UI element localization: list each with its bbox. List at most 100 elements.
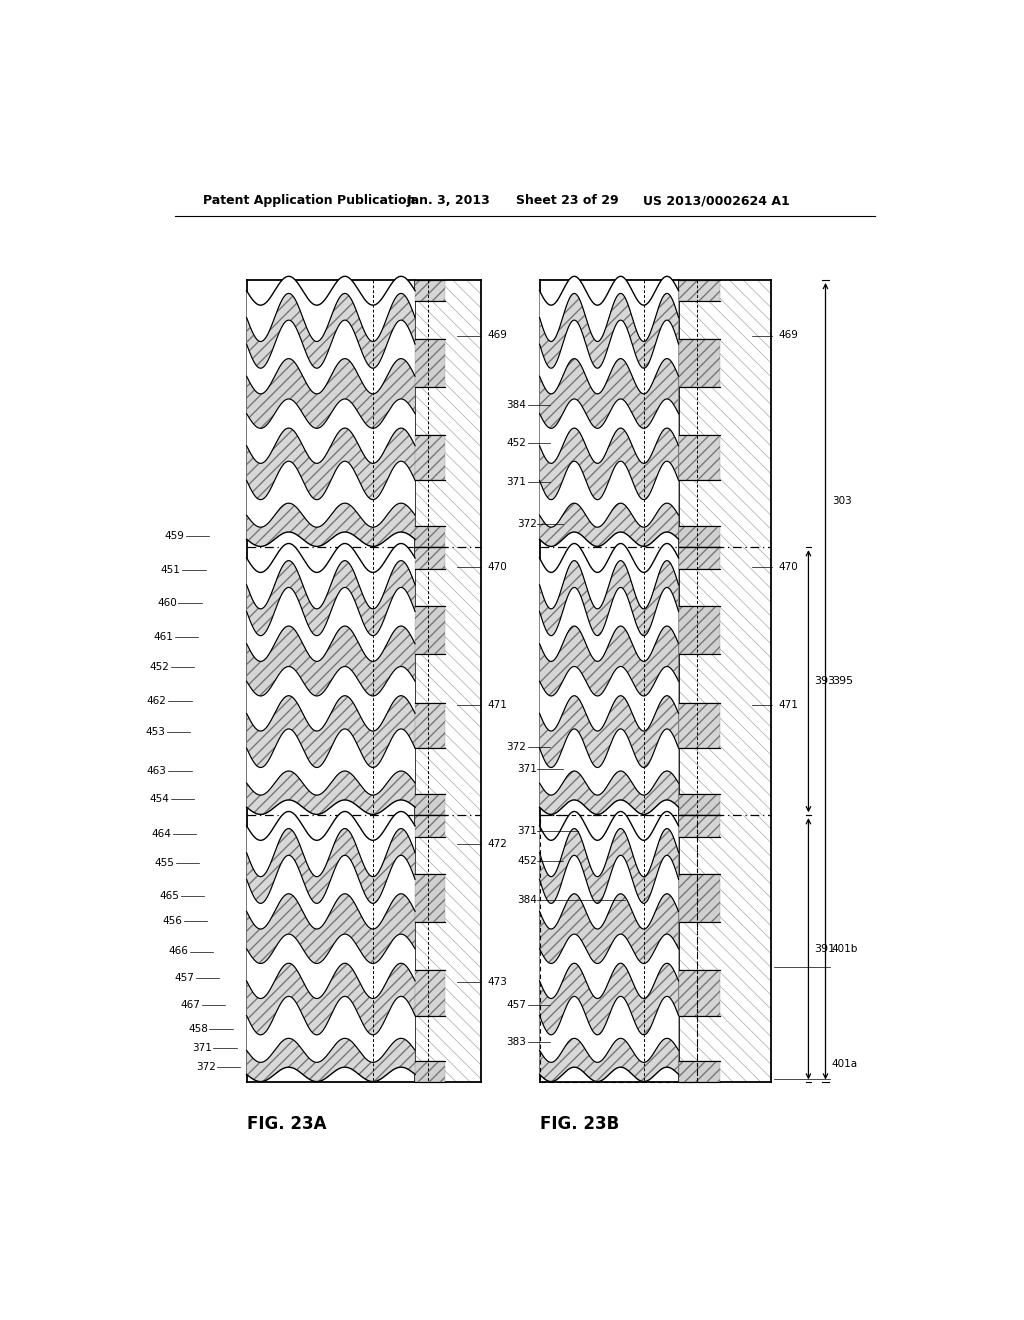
Text: 469: 469 <box>487 330 508 341</box>
Polygon shape <box>247 399 415 463</box>
Text: 372: 372 <box>517 519 538 529</box>
Polygon shape <box>247 587 415 661</box>
Bar <box>679 874 720 923</box>
Bar <box>679 702 720 748</box>
Polygon shape <box>540 359 679 429</box>
Polygon shape <box>540 696 679 767</box>
Bar <box>415 970 444 1015</box>
Bar <box>679 1061 720 1082</box>
Bar <box>415 874 444 923</box>
Text: Jan. 3, 2013: Jan. 3, 2013 <box>407 194 490 207</box>
Polygon shape <box>247 544 415 609</box>
Polygon shape <box>247 1039 415 1081</box>
Text: 473: 473 <box>487 977 508 987</box>
Polygon shape <box>247 428 415 500</box>
Polygon shape <box>540 964 679 1035</box>
Polygon shape <box>247 626 415 696</box>
Text: 457: 457 <box>175 973 195 983</box>
Bar <box>415 339 444 387</box>
Polygon shape <box>540 626 679 696</box>
Text: 461: 461 <box>153 632 173 643</box>
Text: 462: 462 <box>146 696 167 706</box>
Polygon shape <box>540 561 679 636</box>
Text: 401b: 401b <box>831 944 858 954</box>
Text: 395: 395 <box>831 676 853 686</box>
Polygon shape <box>247 276 415 342</box>
Polygon shape <box>247 321 415 393</box>
Text: FIG. 23B: FIG. 23B <box>540 1114 618 1133</box>
Text: 464: 464 <box>152 829 171 840</box>
Polygon shape <box>540 399 679 463</box>
Polygon shape <box>540 771 679 814</box>
Bar <box>679 280 720 301</box>
Polygon shape <box>247 829 415 903</box>
Polygon shape <box>540 729 679 795</box>
Polygon shape <box>247 812 415 876</box>
Polygon shape <box>540 829 679 903</box>
Text: 451: 451 <box>161 565 180 576</box>
Bar <box>679 816 720 837</box>
Polygon shape <box>247 561 415 636</box>
Text: 452: 452 <box>507 438 526 449</box>
Text: 384: 384 <box>507 400 526 409</box>
Bar <box>679 525 720 548</box>
Bar <box>415 280 444 301</box>
Polygon shape <box>540 544 679 609</box>
Polygon shape <box>540 997 679 1063</box>
Bar <box>415 793 444 816</box>
Text: 371: 371 <box>517 825 538 836</box>
Text: 459: 459 <box>165 531 184 541</box>
Text: 471: 471 <box>778 700 798 710</box>
Text: 458: 458 <box>188 1023 208 1034</box>
Polygon shape <box>540 855 679 929</box>
Text: 465: 465 <box>160 891 179 902</box>
Bar <box>679 339 720 387</box>
Polygon shape <box>540 667 679 731</box>
Polygon shape <box>540 587 679 661</box>
Polygon shape <box>247 293 415 368</box>
Polygon shape <box>247 894 415 964</box>
Text: 466: 466 <box>169 946 188 957</box>
Text: 472: 472 <box>487 838 508 849</box>
Text: 383: 383 <box>507 1038 526 1047</box>
Polygon shape <box>540 461 679 527</box>
Text: 371: 371 <box>191 1043 212 1053</box>
Bar <box>679 548 720 569</box>
Text: 401a: 401a <box>831 1059 858 1069</box>
Bar <box>415 702 444 748</box>
Polygon shape <box>247 935 415 998</box>
Text: 469: 469 <box>778 330 798 341</box>
Text: US 2013/0002624 A1: US 2013/0002624 A1 <box>643 194 791 207</box>
Bar <box>415 436 444 480</box>
Text: 393: 393 <box>815 676 836 686</box>
Bar <box>415 1061 444 1082</box>
Polygon shape <box>247 696 415 767</box>
Text: 470: 470 <box>487 561 507 572</box>
Text: 453: 453 <box>145 727 165 737</box>
Polygon shape <box>540 503 679 546</box>
Polygon shape <box>247 359 415 429</box>
Bar <box>415 816 444 837</box>
Polygon shape <box>247 503 415 546</box>
Text: Sheet 23 of 29: Sheet 23 of 29 <box>515 194 618 207</box>
Bar <box>679 606 720 655</box>
Text: 471: 471 <box>487 700 508 710</box>
Text: Patent Application Publication: Patent Application Publication <box>203 194 416 207</box>
Polygon shape <box>247 855 415 929</box>
Text: 457: 457 <box>507 1001 526 1010</box>
Text: 303: 303 <box>831 496 851 507</box>
Bar <box>415 606 444 655</box>
Polygon shape <box>540 812 679 876</box>
Bar <box>679 436 720 480</box>
Bar <box>415 548 444 569</box>
Polygon shape <box>540 935 679 998</box>
Text: 371: 371 <box>507 477 526 487</box>
Polygon shape <box>247 771 415 814</box>
Text: 470: 470 <box>778 561 798 572</box>
Polygon shape <box>540 321 679 393</box>
Text: 372: 372 <box>196 1063 216 1072</box>
Polygon shape <box>247 997 415 1063</box>
Text: 384: 384 <box>517 895 538 906</box>
Polygon shape <box>540 894 679 964</box>
Text: 463: 463 <box>146 766 167 776</box>
